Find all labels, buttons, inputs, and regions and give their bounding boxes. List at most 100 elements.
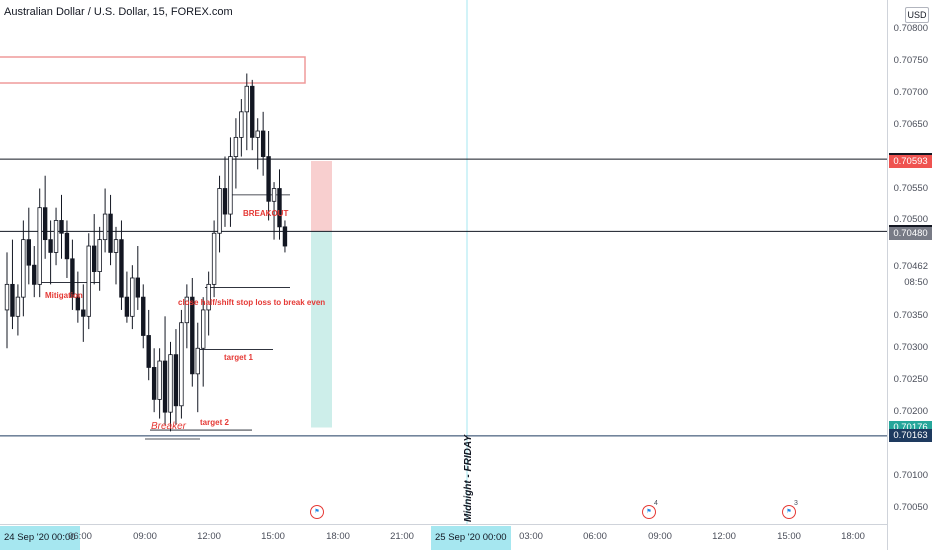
candle-body	[4, 283, 10, 311]
time-label: 15:00	[777, 531, 801, 542]
midnight-friday-label: Midnight - FRIDAY	[463, 434, 474, 522]
candle-body	[233, 136, 239, 157]
time-label: 21:00	[390, 531, 414, 542]
time-label: 18:00	[841, 531, 865, 542]
time-label: 06:00	[68, 531, 92, 542]
candle-body	[86, 245, 91, 317]
candle-body	[260, 130, 266, 157]
chart-title: Australian Dollar / U.S. Dollar, 15, FOR…	[4, 6, 233, 18]
currency-button[interactable]: USD	[905, 7, 929, 23]
economic-event-icon[interactable]: ⚑	[310, 505, 324, 519]
candle-body	[21, 239, 26, 298]
candle-body	[244, 85, 249, 113]
candle-body	[81, 309, 86, 317]
close-half-label: close half/shift stop loss to break even	[178, 298, 326, 307]
price-tick-label: 0.70550	[893, 182, 928, 194]
candle-body	[146, 335, 151, 368]
candle-body	[282, 226, 288, 247]
price-tick-label: 0.70750	[893, 54, 928, 66]
candle-body	[130, 277, 135, 317]
candle-body	[168, 354, 173, 413]
candle-body	[141, 296, 146, 336]
price-level-label: 0.70163	[889, 429, 932, 443]
event-count: 4	[654, 500, 658, 507]
chart-area[interactable]: Australian Dollar / U.S. Dollar, 15, FOR…	[0, 0, 887, 524]
time-midnight-label: 25 Sep '20 00:00	[431, 526, 511, 550]
time-label: 12:00	[197, 531, 221, 542]
mitigation-label: Mitigation	[45, 291, 83, 300]
candle-body	[37, 207, 42, 285]
candle-body	[70, 258, 75, 298]
candle-body	[222, 188, 228, 215]
price-tick-label: 0.70800	[893, 22, 928, 34]
time-label: 18:00	[326, 531, 350, 542]
time-label: 03:00	[519, 531, 543, 542]
candle-body	[10, 283, 15, 317]
price-tick-label: 0.70100	[893, 470, 928, 482]
candle-body	[113, 239, 119, 253]
candle-body	[151, 367, 157, 400]
event-count: 3	[794, 500, 798, 507]
candle-body	[119, 239, 124, 298]
candle-body	[75, 296, 81, 311]
candle-body	[271, 188, 277, 202]
price-chart[interactable]	[0, 0, 887, 524]
candle-body	[42, 207, 48, 241]
price-tick-label: 0.70350	[893, 310, 928, 322]
time-label: 09:00	[648, 531, 672, 542]
price-tick-label: 0.70050	[893, 502, 928, 514]
candle-body	[211, 232, 217, 285]
stop-loss-zone	[311, 161, 332, 232]
price-tick-label: 0.70650	[893, 118, 928, 130]
candle-body	[64, 232, 70, 260]
candle-body	[239, 111, 244, 138]
candle-body	[266, 156, 271, 202]
time-label: 15:00	[261, 531, 285, 542]
candle-body	[162, 360, 168, 413]
economic-event-icon[interactable]: ⚑	[642, 505, 656, 519]
price-tick-label: 0.70200	[893, 406, 928, 418]
supply-zone-box	[0, 56, 306, 84]
price-level-label: 0.70593	[889, 154, 932, 168]
candle-body	[53, 220, 59, 253]
candle-body	[277, 188, 282, 228]
target-1-label: target 1	[224, 353, 253, 362]
economic-event-icon[interactable]: ⚑	[782, 505, 796, 519]
time-label: 12:00	[712, 531, 736, 542]
candle-body	[59, 220, 64, 234]
position-tool	[0, 56, 332, 428]
candle-body	[217, 188, 222, 234]
candle-body	[15, 296, 21, 317]
countdown-label: 08:50	[904, 277, 928, 288]
time-axis[interactable]: 24 Sep '20 00:00 06:00 09:00 12:00 15:00…	[0, 524, 887, 551]
candle-body	[26, 239, 31, 266]
candle-body	[32, 264, 37, 285]
candle-body	[255, 130, 260, 138]
time-label: 06:00	[583, 531, 607, 542]
candle-body	[184, 296, 190, 324]
candle-body	[179, 322, 184, 407]
candle-body	[157, 360, 162, 400]
price-tick-label: 0.70250	[893, 374, 928, 386]
time-label: 09:00	[133, 531, 157, 542]
price-tick-label: 0.70300	[893, 342, 928, 354]
price-tick-label: 0.70700	[893, 86, 928, 98]
time-start-label: 24 Sep '20 00:00	[0, 526, 80, 550]
candle-body	[102, 213, 108, 241]
breaker-label: Breaker	[151, 421, 187, 432]
target-2-label: target 2	[200, 418, 229, 427]
candle-body	[200, 309, 206, 349]
candle-body	[190, 296, 195, 375]
price-level-label: 0.70480	[889, 226, 932, 240]
candle-body	[108, 213, 113, 253]
price-axis[interactable]: USD 0.70800 0.70750 0.70700 0.70650 0.70550 0…	[887, 0, 932, 550]
candle-body	[206, 283, 211, 311]
last-price-label: 0.70462	[893, 261, 928, 272]
candle-body	[195, 347, 200, 375]
candle-body	[124, 296, 130, 317]
candle-body	[250, 85, 255, 138]
candle-body	[135, 277, 140, 298]
target-zone	[311, 231, 332, 428]
drawing-lines	[0, 0, 887, 524]
candle-body	[228, 156, 233, 215]
